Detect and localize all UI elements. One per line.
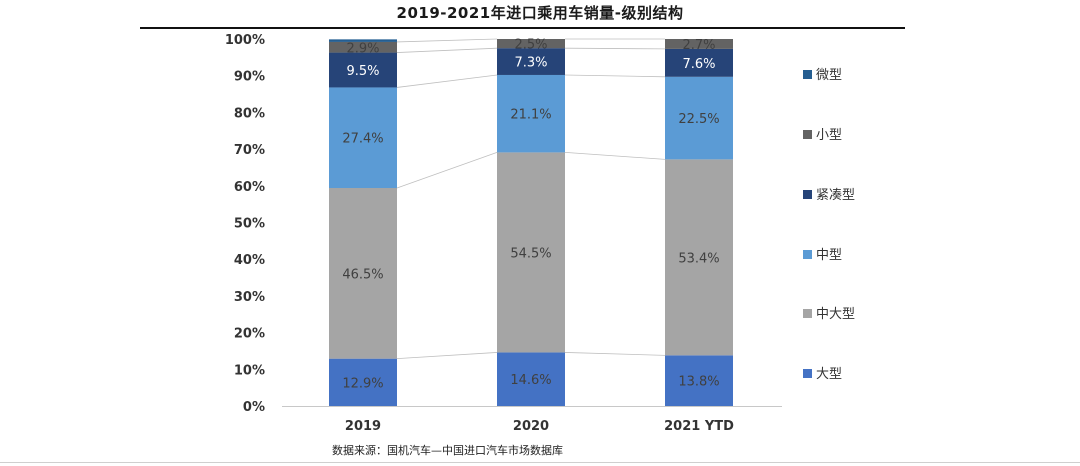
legend-swatch xyxy=(803,130,812,139)
y-tick-label: 30% xyxy=(234,290,265,305)
bar-segment xyxy=(497,74,565,153)
series-connector-line xyxy=(564,47,666,50)
data-label: 46.5% xyxy=(342,267,383,282)
data-label: 53.4% xyxy=(678,251,719,266)
data-label: 12.9% xyxy=(342,376,383,391)
legend-swatch xyxy=(803,369,812,378)
data-label: 14.6% xyxy=(510,373,551,388)
title-rule xyxy=(140,27,905,29)
y-tick-label: 0% xyxy=(243,400,265,415)
data-label: 2.7% xyxy=(682,38,715,53)
bar-segment xyxy=(665,76,733,160)
stacked-bar-chart: 0% 10% 20% 30% 40% 50% 60% 70% 80% 90% 100% 12.9% 46… xyxy=(225,33,855,434)
bar-segment xyxy=(497,48,565,75)
bar-segment xyxy=(665,355,733,406)
y-tick-label: 90% xyxy=(234,70,265,85)
data-label: 27.4% xyxy=(342,132,383,147)
x-tick-label: 2020 xyxy=(513,419,549,434)
series-connector-line xyxy=(396,47,498,53)
source-note: 数据来源：国机汽车—中国进口汽车市场数据库 xyxy=(332,444,563,457)
legend-label: 微型 xyxy=(816,68,842,83)
legend-swatch xyxy=(803,190,812,199)
bar-segment xyxy=(329,39,397,42)
y-tick-label: 60% xyxy=(234,180,265,195)
legend-swatch xyxy=(803,309,812,318)
data-label: 2.5% xyxy=(514,38,547,53)
legend-label: 小型 xyxy=(816,128,842,143)
data-label: 22.5% xyxy=(678,112,719,127)
data-label: 21.1% xyxy=(510,108,551,123)
series-connector-line xyxy=(564,152,666,160)
data-label: 7.6% xyxy=(682,57,715,72)
legend-label: 中型 xyxy=(816,248,842,263)
data-label: 7.3% xyxy=(514,56,547,71)
x-tick-label: 2019 xyxy=(345,419,381,434)
data-label: 2.9% xyxy=(346,41,379,56)
bar-segment xyxy=(497,152,565,353)
legend-swatch xyxy=(803,70,812,79)
bar-segment xyxy=(665,159,733,356)
y-tick-label: 80% xyxy=(234,106,265,121)
legend-label: 中大型 xyxy=(816,307,855,322)
series-connector-line xyxy=(396,352,498,360)
bar-segment xyxy=(329,358,397,406)
series-connector-line xyxy=(564,74,666,78)
y-tick-label: 70% xyxy=(234,143,265,158)
legend-label: 大型 xyxy=(816,367,842,382)
bar-segment xyxy=(497,39,565,49)
chart-title: 2019-2021年进口乘用车销量-级别结构 xyxy=(396,4,684,22)
series-connector-line xyxy=(564,352,666,356)
bar-segment xyxy=(329,52,397,88)
bar-segment xyxy=(497,352,565,406)
y-tick-label: 10% xyxy=(234,363,265,378)
data-label: 13.8% xyxy=(678,375,719,390)
y-tick-label: 20% xyxy=(234,327,265,342)
bottom-rule xyxy=(0,462,1080,463)
y-tick-label: 40% xyxy=(234,253,265,268)
x-tick-label: 2021 YTD xyxy=(664,419,734,434)
data-label: 54.5% xyxy=(510,246,551,261)
bar-segment xyxy=(329,188,397,359)
series-connector-line xyxy=(396,38,498,43)
bar-segment xyxy=(329,87,397,189)
y-tick-label: 100% xyxy=(225,33,265,48)
data-label: 9.5% xyxy=(346,64,379,79)
y-tick-label: 50% xyxy=(234,217,265,232)
bar-segment xyxy=(665,39,733,49)
legend-label: 紧凑型 xyxy=(816,188,855,203)
bar-segment xyxy=(665,48,733,77)
legend-swatch xyxy=(803,250,812,259)
series-connector-line xyxy=(396,74,498,88)
bar-segment xyxy=(329,41,397,53)
series-connector-line xyxy=(396,152,498,189)
